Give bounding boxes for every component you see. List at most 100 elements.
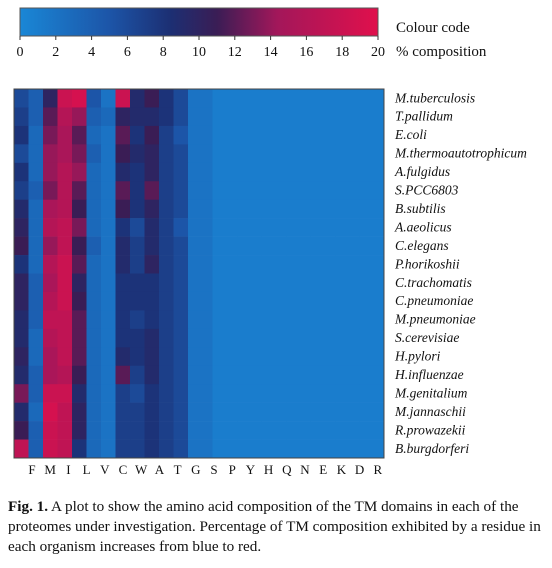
heatmap-cell [335, 144, 360, 164]
heatmap-cell [261, 107, 287, 127]
heatmap-cell [237, 218, 262, 237]
heatmap-cell [310, 89, 336, 108]
heatmap-cell [188, 439, 213, 459]
heatmap-cell [28, 421, 44, 440]
heatmap-cell [261, 273, 287, 293]
heatmap-cell [359, 347, 385, 367]
heatmap-cell [57, 365, 73, 385]
heatmap-cell [212, 310, 238, 330]
heatmap-cell [101, 365, 116, 385]
heatmap-cell [335, 328, 360, 348]
heatmap-cell [86, 181, 102, 200]
heatmap-cell [28, 402, 44, 422]
heatmap-cell [359, 255, 385, 274]
residue-label: P [229, 462, 236, 477]
heatmap-cell [14, 255, 29, 274]
heatmap-cell [335, 273, 360, 293]
heatmap-cell [335, 310, 360, 330]
heatmap-cell [101, 421, 116, 440]
heatmap-cell [286, 199, 311, 219]
heatmap-cell [286, 181, 311, 200]
heatmap-cell [14, 162, 29, 182]
heatmap-cell [28, 439, 44, 459]
heatmap-cell [115, 125, 131, 145]
heatmap-cell [212, 291, 238, 311]
heatmap-cell [28, 199, 44, 219]
heatmap-cell [72, 291, 87, 311]
heatmap-cell [188, 255, 213, 274]
organism-label: M.pneumoniae [394, 312, 476, 327]
caption-text: A plot to show the amino acid compositio… [8, 498, 541, 555]
row-labels: M.tuberculosis T.pallidum E.coli M.thermoau… [394, 90, 527, 456]
heatmap-cell [237, 236, 262, 256]
heatmap-cell [72, 347, 87, 367]
heatmap-cell [359, 439, 385, 459]
heatmap-cell [86, 144, 102, 164]
organism-label: T.pallidum [395, 109, 453, 124]
heatmap-cell [237, 328, 262, 348]
heatmap-cell [43, 328, 58, 348]
heatmap-cell [72, 162, 87, 182]
organism-label: S.cerevisiae [395, 330, 459, 345]
heatmap-cell [310, 125, 336, 145]
colorbar-tick-label: 4 [88, 45, 95, 60]
heatmap-cell [43, 384, 58, 403]
colorbar-tick-label: 20 [371, 45, 385, 60]
heatmap-cell [212, 89, 238, 108]
heatmap-cell [237, 365, 262, 385]
heatmap-cell [173, 328, 189, 348]
heatmap-cell [173, 347, 189, 367]
heatmap-cell [188, 236, 213, 256]
heatmap-cell [86, 439, 102, 459]
heatmap-cell [115, 439, 131, 459]
heatmap-cell [115, 310, 131, 330]
heatmap-cell [130, 439, 145, 459]
heatmap-cell [115, 328, 131, 348]
organism-label: H.influenzae [394, 367, 464, 382]
heatmap-cell [57, 310, 73, 330]
heatmap-cell [144, 291, 160, 311]
heatmap-cell [286, 273, 311, 293]
heatmap-cell [130, 273, 145, 293]
heatmap-cell [86, 255, 102, 274]
heatmap-cell [212, 421, 238, 440]
heatmap-cell [261, 162, 287, 182]
heatmap: M.tuberculosis T.pallidum E.coli M.thermoau… [13, 88, 527, 477]
heatmap-cell [28, 218, 44, 237]
heatmap-cell [159, 199, 174, 219]
heatmap-cell [57, 107, 73, 127]
heatmap-cell [212, 181, 238, 200]
heatmap-cell [188, 365, 213, 385]
heatmap-cell [14, 328, 29, 348]
colorbar-tick-label: 6 [124, 45, 131, 60]
heatmap-cell [144, 347, 160, 367]
heatmap-cell [212, 439, 238, 459]
residue-label: A [155, 462, 165, 477]
heatmap-cell [144, 255, 160, 274]
heatmap-cell [28, 89, 44, 108]
heatmap-cell [173, 162, 189, 182]
heatmap-cell [188, 218, 213, 237]
heatmap-cell [359, 181, 385, 200]
residue-label: T [174, 462, 182, 477]
residue-label: F [28, 462, 35, 477]
heatmap-cell [188, 181, 213, 200]
heatmap-cell [86, 310, 102, 330]
residue-label: H [264, 462, 273, 477]
residue-label: I [66, 462, 70, 477]
heatmap-cell [101, 125, 116, 145]
heatmap-cell [72, 236, 87, 256]
heatmap-cell [14, 107, 29, 127]
heatmap-cell [188, 273, 213, 293]
heatmap-cell [57, 255, 73, 274]
heatmap-cell [261, 328, 287, 348]
heatmap-cell [144, 89, 160, 108]
heatmap-cell [310, 291, 336, 311]
heatmap-cell [130, 365, 145, 385]
heatmap-cell [43, 125, 58, 145]
residue-label: W [135, 462, 148, 477]
heatmap-cell [237, 291, 262, 311]
heatmap-cell [359, 402, 385, 422]
heatmap-cell [335, 89, 360, 108]
